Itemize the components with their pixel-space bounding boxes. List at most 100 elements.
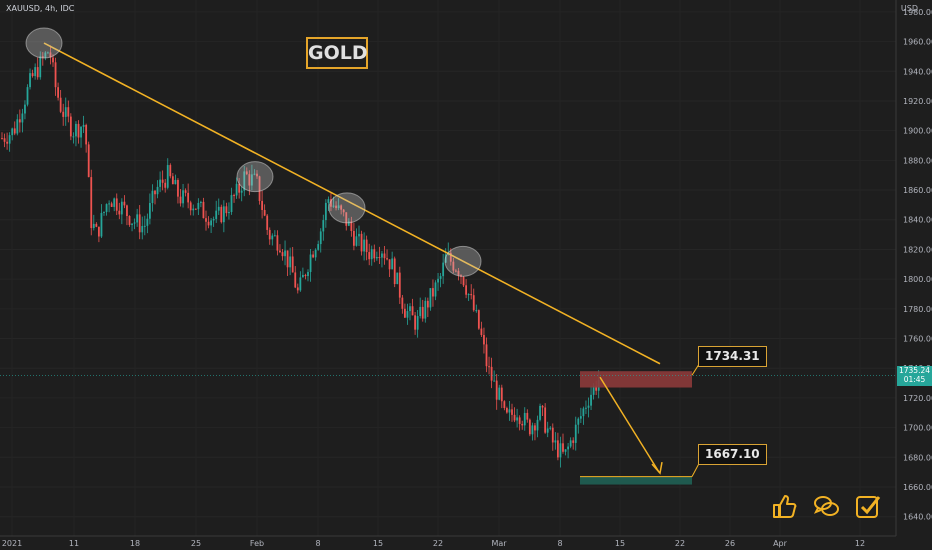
candle-body: [309, 254, 312, 272]
candle: [100, 204, 103, 239]
symbol-label: XAUUSD, 4h, IDC: [6, 4, 75, 13]
candle-body: [110, 203, 113, 207]
candle: [579, 407, 582, 424]
candle-body: [80, 126, 82, 138]
candle: [136, 208, 139, 227]
candle: [317, 240, 320, 251]
candle-body: [120, 201, 123, 215]
candle-body: [350, 221, 353, 231]
candle-body: [455, 270, 457, 272]
candle-body: [202, 201, 205, 219]
candle: [396, 272, 399, 285]
candle-body: [100, 212, 103, 237]
candle: [421, 299, 424, 322]
candle: [324, 199, 327, 228]
candle: [8, 132, 11, 152]
candle: [577, 417, 580, 434]
candle-body: [398, 272, 401, 298]
candle-body: [378, 257, 381, 259]
candle: [174, 174, 177, 185]
candle-body: [457, 270, 460, 276]
candle-body: [307, 271, 309, 277]
candle-body: [62, 111, 65, 117]
thumbs-up-icon[interactable]: [770, 492, 798, 520]
candle: [541, 405, 544, 417]
candle: [11, 127, 14, 141]
candle: [546, 421, 549, 438]
candle: [189, 200, 192, 216]
candle: [36, 57, 39, 80]
candle: [1, 132, 3, 140]
candle: [557, 432, 559, 461]
candle: [57, 82, 59, 101]
candle-body: [205, 218, 207, 222]
candle-body: [169, 165, 172, 177]
candle-body: [577, 418, 580, 425]
candle: [319, 228, 322, 253]
candle: [13, 121, 16, 136]
candle-body: [75, 123, 77, 137]
candle: [455, 268, 457, 273]
candle: [245, 167, 248, 176]
candle: [85, 123, 88, 153]
checkbox-icon[interactable]: [854, 492, 882, 520]
x-tick-label: 2021: [2, 539, 22, 548]
candle-body: [322, 220, 325, 232]
last-price-value: 1735.24: [898, 366, 930, 375]
candle: [508, 400, 511, 421]
candle: [472, 288, 475, 312]
candle-body: [391, 258, 394, 270]
candle: [143, 215, 146, 236]
candle-body: [67, 107, 70, 117]
y-tick-label: 1780.00: [903, 305, 932, 314]
candle-body: [324, 202, 327, 221]
candle: [80, 125, 82, 148]
candle-body: [531, 425, 534, 435]
x-tick-label: 15: [615, 539, 625, 548]
x-tick-label: 22: [675, 539, 685, 548]
candle: [263, 204, 266, 217]
candle-body: [248, 174, 251, 186]
candle-body: [511, 409, 513, 415]
candle-body: [347, 221, 350, 226]
candle-body: [49, 52, 52, 58]
candle-body: [200, 201, 202, 203]
candle-body: [302, 274, 304, 278]
candle-body: [342, 209, 345, 213]
candle-body: [8, 135, 11, 144]
candle: [266, 213, 269, 235]
candle-body: [115, 198, 118, 211]
candle-body: [266, 215, 269, 230]
candle: [539, 403, 541, 422]
y-tick-label: 1760.00: [903, 335, 932, 344]
comments-icon[interactable]: [812, 492, 840, 520]
candle: [253, 169, 256, 176]
candle-body: [171, 176, 174, 185]
candle: [462, 276, 465, 287]
candle-body: [57, 87, 59, 98]
candle: [299, 271, 302, 292]
candle-body: [294, 272, 297, 288]
candle-body: [421, 306, 424, 319]
candle: [342, 208, 345, 217]
candle-body: [317, 244, 320, 250]
candle-body: [108, 203, 110, 205]
candle: [544, 403, 547, 434]
candle: [126, 204, 128, 226]
candle-body: [429, 288, 432, 308]
candle-body: [131, 223, 133, 225]
candle: [449, 248, 452, 266]
candle-body: [314, 249, 317, 258]
candle-body: [335, 205, 337, 209]
candle: [179, 188, 182, 207]
candle: [391, 251, 394, 270]
candle: [398, 266, 401, 304]
candle: [184, 188, 187, 197]
candle: [159, 171, 161, 193]
x-tick-label: 18: [130, 539, 140, 548]
candle-body: [44, 52, 47, 58]
candle: [411, 298, 414, 316]
candle-body: [562, 443, 564, 452]
candle-body: [549, 427, 552, 429]
